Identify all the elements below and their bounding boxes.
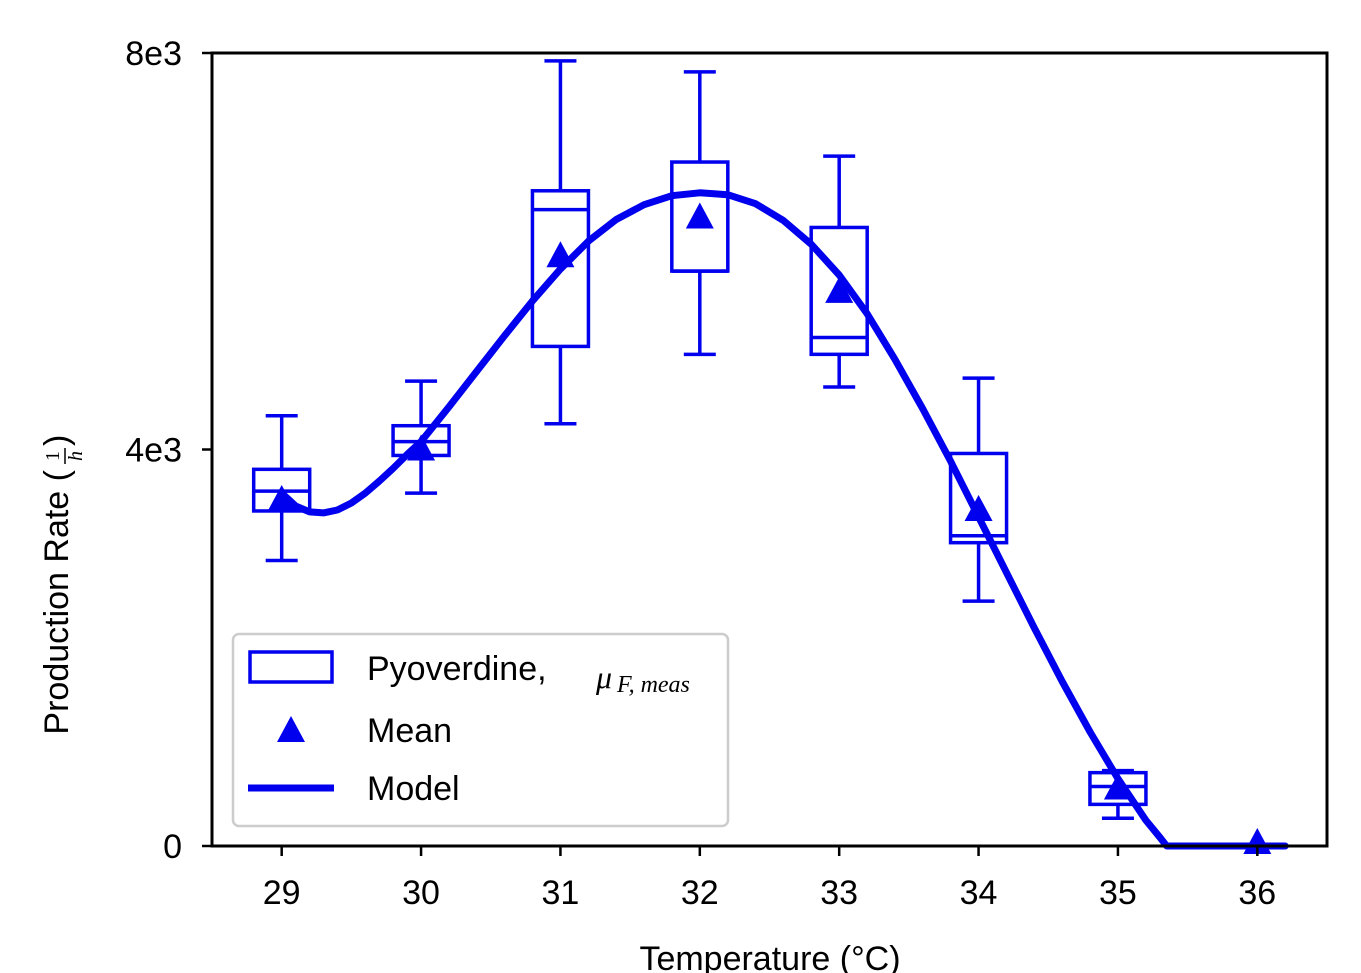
box-body (530, 189, 591, 349)
legend-frame (231, 632, 730, 828)
mean-marker-36 (1243, 828, 1272, 855)
y-tick-label-8000: 8e3 (125, 35, 182, 73)
x-tick-label-31: 31 (542, 874, 580, 912)
y-axis-fraction-numerator: 1 (42, 451, 64, 461)
mean-marker-33 (825, 276, 854, 303)
x-axis: 29 30 31 32 33 34 35 36 (263, 846, 1276, 912)
mean-marker-30 (407, 434, 436, 461)
x-tick-label-29: 29 (263, 874, 301, 912)
box-32 (670, 70, 730, 357)
legend-label-model: Model (367, 770, 460, 808)
y-axis: 0 4e3 8e3 (125, 35, 212, 866)
x-tick-label-34: 34 (960, 874, 998, 912)
x-tick-label-33: 33 (820, 874, 858, 912)
legend: Pyoverdine, μ F, meas Mean Model (231, 632, 730, 828)
legend-triangle-swatch (277, 716, 305, 742)
box-body (948, 451, 1009, 545)
x-tick-label-32: 32 (681, 874, 719, 912)
mean-marker-29 (267, 485, 296, 512)
x-tick-label-36: 36 (1238, 874, 1276, 912)
y-axis-title: Production Rate ( 1 h ) (38, 435, 87, 735)
box-30 (391, 379, 451, 495)
y-axis-title-close: ) (38, 435, 76, 446)
mean-marker-34 (964, 494, 993, 521)
y-tick-label-4000: 4e3 (125, 432, 182, 470)
box-33 (809, 154, 869, 389)
box-31 (530, 59, 591, 426)
y-axis-fraction-denominator: h (65, 451, 87, 461)
mean-marker-32 (685, 202, 714, 229)
mean-marker-31 (546, 241, 575, 268)
mean-marker-35 (1103, 773, 1132, 800)
y-axis-title-text: Production Rate ( (38, 469, 76, 734)
legend-label-pyoverdine: Pyoverdine, (367, 650, 547, 688)
legend-label-mu: μ (595, 659, 612, 695)
y-tick-label-0: 0 (163, 828, 182, 866)
mean-markers (267, 202, 1272, 855)
legend-label-mean: Mean (367, 712, 452, 750)
box-34 (948, 376, 1009, 603)
x-axis-title: Temperature (°C) (639, 940, 900, 973)
box-body (809, 225, 869, 357)
model-line (278, 189, 1289, 850)
x-tick-label-30: 30 (402, 874, 440, 912)
legend-box-swatch (248, 650, 334, 684)
x-tick-label-35: 35 (1099, 874, 1137, 912)
legend-label-mu-subscript: F, meas (616, 672, 690, 698)
